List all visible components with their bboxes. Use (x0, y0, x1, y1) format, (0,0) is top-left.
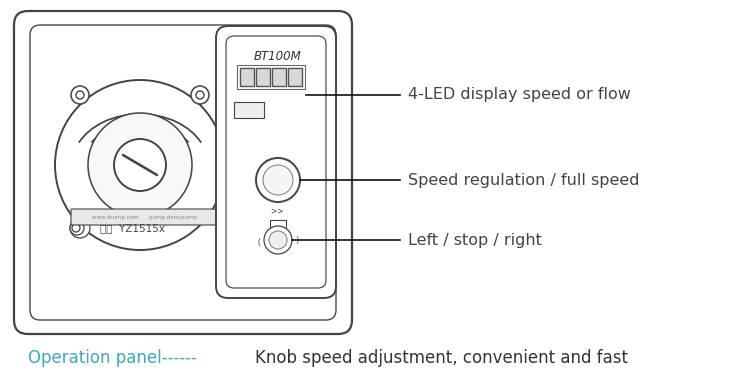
FancyBboxPatch shape (14, 11, 352, 334)
Text: >>: >> (272, 207, 285, 217)
Text: 4-LED display speed or flow: 4-LED display speed or flow (408, 88, 631, 103)
Circle shape (70, 218, 90, 238)
Circle shape (196, 91, 204, 99)
Bar (234, 102, 264, 118)
Circle shape (55, 80, 225, 250)
Text: Knob speed adjustment, convenient and fast: Knob speed adjustment, convenient and fa… (255, 349, 628, 367)
Bar (256, 68, 270, 86)
Circle shape (191, 86, 209, 104)
Text: www.drump.com      pump.dom/pump: www.drump.com pump.dom/pump (92, 215, 197, 220)
Circle shape (70, 221, 84, 235)
Circle shape (269, 231, 287, 249)
Bar (288, 68, 302, 86)
Text: Operation panel------: Operation panel------ (28, 349, 197, 367)
FancyBboxPatch shape (216, 26, 336, 298)
Bar (270, 220, 286, 232)
Bar (237, 65, 305, 89)
Text: Speed regulation / full speed: Speed regulation / full speed (408, 172, 640, 187)
Circle shape (71, 86, 89, 104)
Circle shape (114, 139, 166, 191)
Circle shape (72, 224, 80, 232)
FancyBboxPatch shape (30, 25, 336, 320)
Bar (240, 68, 254, 86)
Text: 创锐  YZ1515x: 创锐 YZ1515x (100, 223, 165, 233)
FancyBboxPatch shape (71, 209, 218, 225)
Text: ): ) (296, 235, 298, 245)
Circle shape (88, 113, 192, 217)
Circle shape (264, 226, 292, 254)
FancyBboxPatch shape (226, 36, 326, 288)
Bar (272, 68, 286, 86)
Text: BT100M: BT100M (254, 51, 302, 63)
Circle shape (256, 158, 300, 202)
Circle shape (263, 165, 293, 195)
Text: ): ) (257, 235, 261, 245)
Circle shape (76, 91, 84, 99)
Text: Left / stop / right: Left / stop / right (408, 232, 542, 248)
